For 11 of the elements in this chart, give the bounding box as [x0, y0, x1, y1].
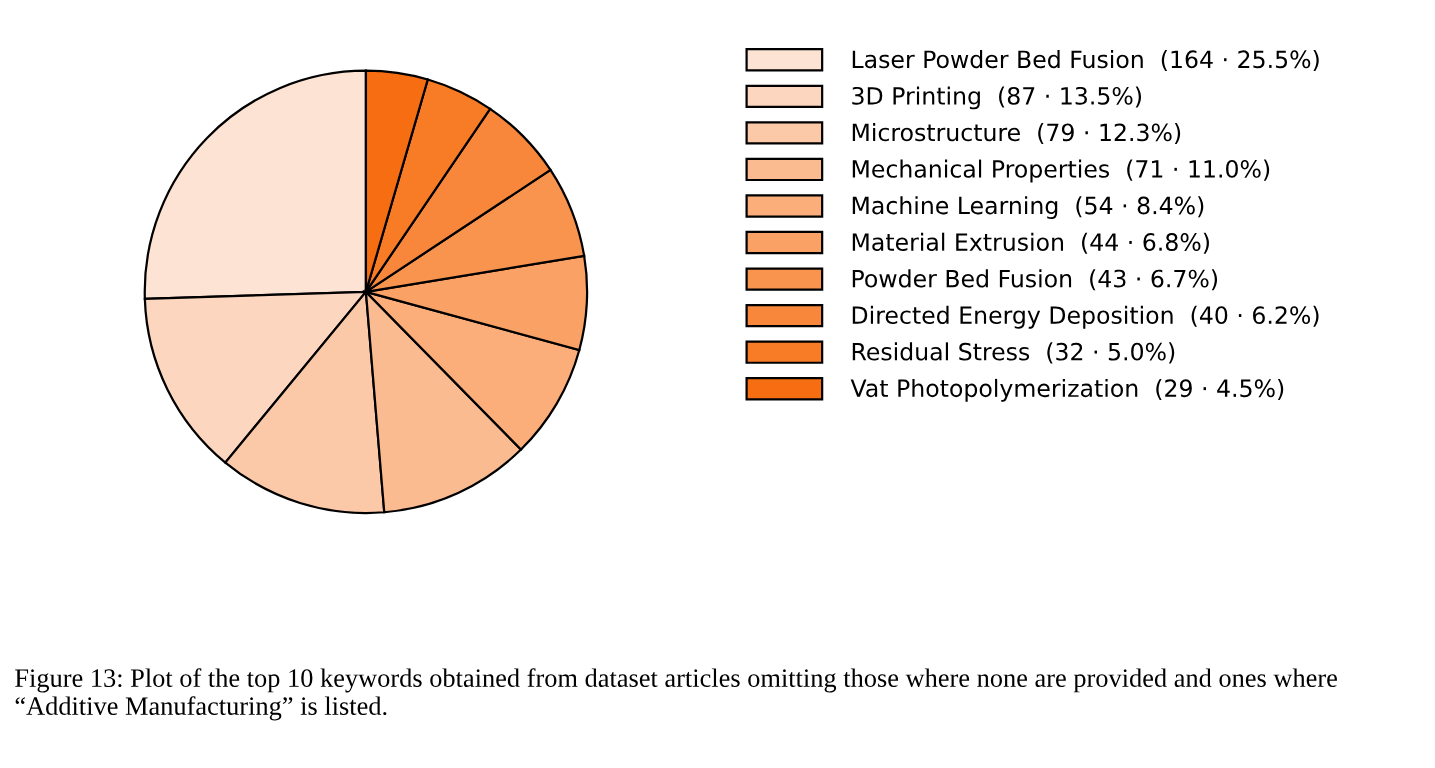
legend-label: Residual Stress (32 · 5.0%): [852, 342, 1175, 364]
legend-label: Machine Learning (54 · 8.4%): [852, 196, 1204, 219]
legend-label: Microstructure (79 · 12.3%): [852, 123, 1181, 145]
legend-label: Material Extrusion (44 · 6.8%): [852, 232, 1209, 254]
legend-label: Vat Photopolymerization (29 · 4.5%): [850, 378, 1284, 402]
caption: Figure 13: Plot of the top 10 keywords obtained from dataset articles omitting those where none are provided and ones where “Additive Manufacturing” is listed.: [15, 668, 1337, 721]
legend-label: Powder Bed Fusion (43 · 6.7%): [852, 269, 1218, 291]
legend-label: Laser Powder Bed Fusion (164 · 25.5%): [852, 49, 1319, 71]
legend-label: Directed Energy Deposition (40 · 6.2%): [852, 305, 1319, 329]
legend-label: 3D Printing (87 · 13.5%): [852, 86, 1141, 110]
legend-label: Mechanical Properties (71 · 11.0%): [852, 159, 1270, 183]
